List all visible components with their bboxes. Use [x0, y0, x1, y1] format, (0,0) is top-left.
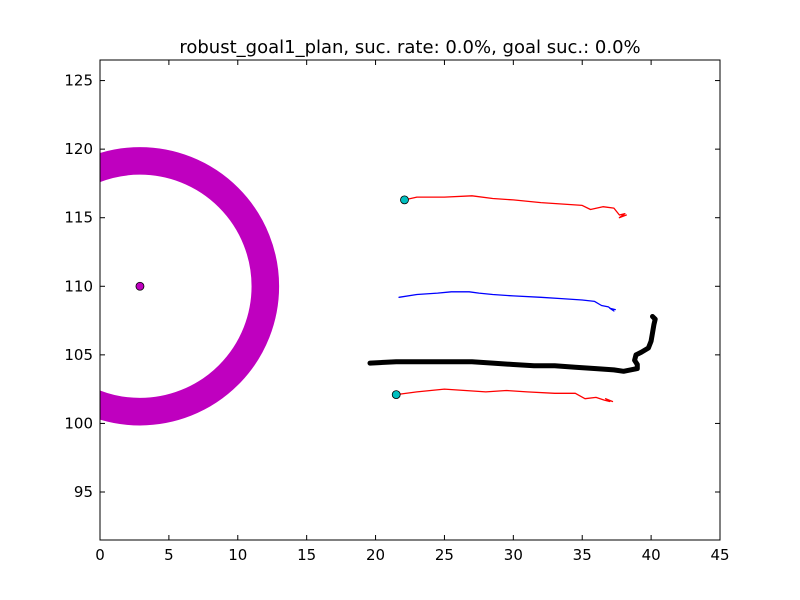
- plot-frame: [99, 59, 721, 541]
- y-tick-label: 95: [74, 483, 93, 501]
- chart-title: robust_goal1_plan, suc. rate: 0.0%, goal…: [179, 37, 640, 58]
- x-tick-label: 20: [366, 546, 385, 564]
- x-tick-label: 0: [95, 546, 105, 564]
- trajectory-line-2: [398, 291, 616, 312]
- plot-area: [100, 147, 658, 426]
- x-tick-label: 35: [573, 546, 592, 564]
- trajectory-start-marker-3: [391, 390, 401, 400]
- x-tick-label: 10: [228, 546, 247, 564]
- x-axis: 0 5 10 15 20 25 30 35 40 45: [95, 60, 730, 564]
- y-tick-label: 120: [64, 140, 93, 158]
- trajectory-line-1: [403, 195, 627, 219]
- trajectory-start-marker-1: [400, 195, 409, 205]
- x-tick-label: 15: [297, 546, 316, 564]
- y-tick-label: 100: [64, 414, 93, 432]
- goal-point-marker: [135, 281, 145, 291]
- goal-region-ring: [100, 147, 280, 426]
- y-axis: 95 100 105 110 115 120 125: [64, 72, 720, 501]
- trajectory-line-3: [395, 388, 614, 403]
- trajectory-line-4: [367, 314, 658, 374]
- y-tick-label: 115: [64, 209, 93, 227]
- x-tick-label: 5: [164, 546, 174, 564]
- x-tick-label: 25: [435, 546, 454, 564]
- x-tick-label: 40: [642, 546, 661, 564]
- x-tick-label: 45: [710, 546, 729, 564]
- x-tick-label: 30: [504, 546, 523, 564]
- y-tick-label: 105: [64, 346, 93, 364]
- y-tick-label: 110: [64, 277, 93, 295]
- y-tick-label: 125: [64, 72, 93, 90]
